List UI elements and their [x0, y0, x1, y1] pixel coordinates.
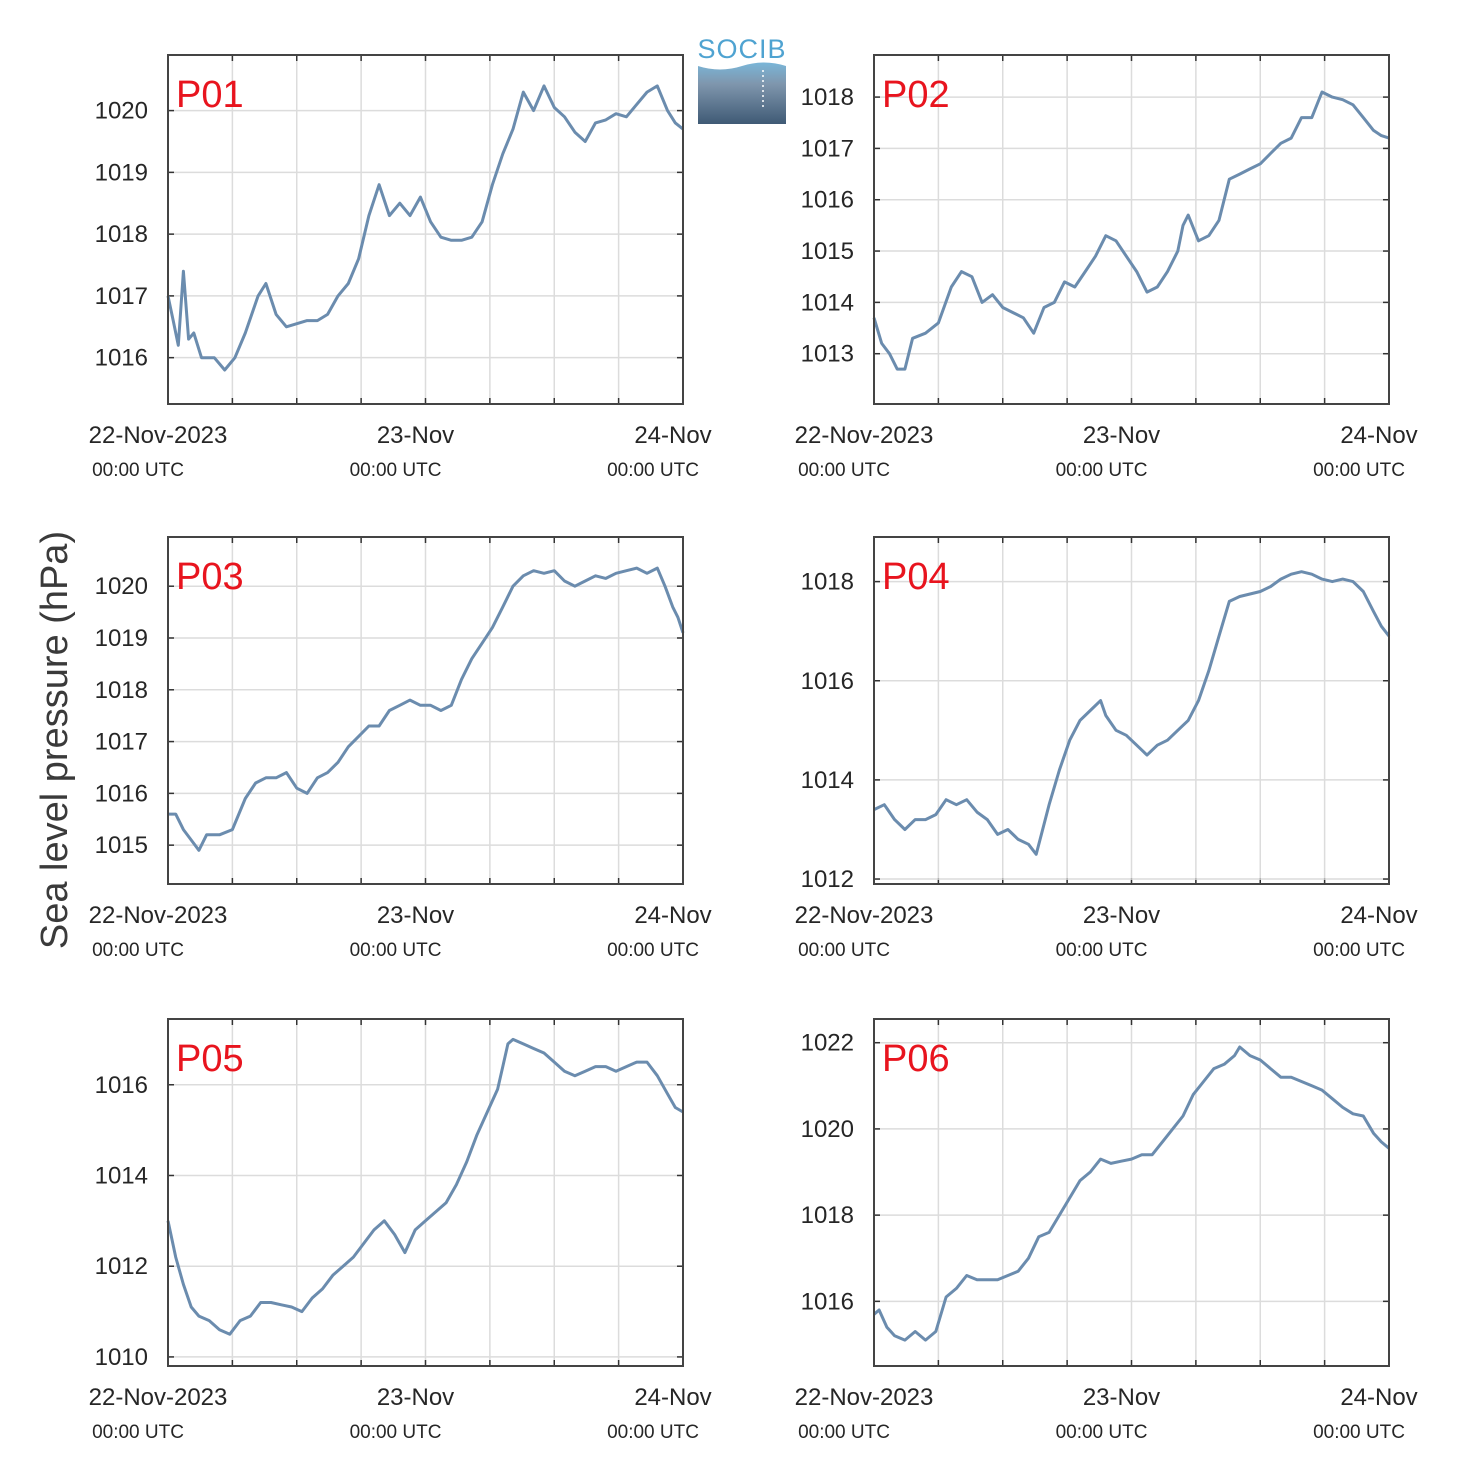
y-tick-label: 1014 [95, 1162, 148, 1189]
x-tick-sublabel: 00:00 UTC [1313, 1422, 1405, 1443]
x-tick-label: 22-Nov-2023 [795, 902, 934, 929]
panel-p03: 1015 1016 1017 1018 1019 1020 P03 22-Nov-2023 00… [89, 536, 712, 961]
y-tick-label: 1014 [801, 289, 854, 316]
plot-frame [873, 536, 1390, 885]
y-tick-label: 1022 [801, 1030, 854, 1057]
series-line [873, 570, 1391, 856]
socib-logo: SOCIB [697, 34, 786, 124]
panel-label: P05 [176, 1038, 244, 1080]
panels: 1016 1017 1018 1019 1020 P01 22-Nov-2023 00:00 … [89, 54, 1418, 1443]
x-tick-label: 22-Nov-2023 [89, 1384, 228, 1411]
panel-label: P02 [882, 74, 950, 116]
x-tick-sublabel: 00:00 UTC [607, 460, 699, 481]
plot-frame [167, 1018, 684, 1367]
y-tick-label: 1017 [95, 283, 148, 310]
y-tick-label: 1020 [95, 98, 148, 125]
panel-label: P03 [176, 556, 244, 598]
x-tick-sublabel: 00:00 UTC [798, 460, 890, 481]
x-tick-label: 23-Nov [377, 422, 454, 449]
y-tick-label: 1013 [801, 341, 854, 368]
y-tick-label: 1016 [801, 1288, 854, 1315]
x-tick-sublabel: 00:00 UTC [350, 940, 442, 961]
panel-label: P06 [882, 1038, 950, 1080]
y-tick-label: 1016 [801, 187, 854, 214]
panel-p06: 1016 1018 1020 1022 P06 22-Nov-2023 00:00 UTC 2… [795, 1018, 1418, 1443]
y-tick-label: 1012 [95, 1253, 148, 1280]
x-tick-label: 23-Nov [1083, 902, 1160, 929]
x-tick-sublabel: 00:00 UTC [1313, 460, 1405, 481]
y-axis-label: Sea level pressure (hPa) [34, 531, 76, 949]
y-tick-label: 1020 [801, 1116, 854, 1143]
x-tick-label: 23-Nov [1083, 422, 1160, 449]
x-tick-sublabel: 00:00 UTC [607, 1422, 699, 1443]
y-tick-label: 1017 [801, 135, 854, 162]
x-tick-label: 22-Nov-2023 [795, 1384, 934, 1411]
y-tick-label: 1014 [801, 767, 854, 794]
plot-frame [873, 1018, 1390, 1367]
series-line [168, 566, 685, 852]
x-tick-sublabel: 00:00 UTC [1056, 940, 1148, 961]
y-tick-label: 1010 [95, 1344, 148, 1371]
x-tick-label: 24-Nov [1340, 902, 1417, 929]
x-tick-sublabel: 00:00 UTC [1313, 940, 1405, 961]
series-line [873, 1045, 1390, 1342]
x-tick-label: 23-Nov [377, 902, 454, 929]
y-tick-label: 1018 [95, 677, 148, 704]
x-tick-sublabel: 00:00 UTC [92, 460, 184, 481]
panel-p04: 1012 1014 1016 1018 P04 22-Nov-2023 00:00 UTC 2… [795, 536, 1418, 961]
series-line [166, 84, 684, 372]
x-tick-sublabel: 00:00 UTC [607, 940, 699, 961]
x-tick-label: 24-Nov [634, 1384, 711, 1411]
panel-p05: 1010 1012 1014 1016 P05 22-Nov-2023 00:00 UTC 2… [89, 1018, 712, 1443]
y-tick-label: 1016 [95, 780, 148, 807]
x-tick-sublabel: 00:00 UTC [798, 940, 890, 961]
x-tick-label: 24-Nov [1340, 422, 1417, 449]
x-tick-label: 24-Nov [634, 902, 711, 929]
panel-label: P01 [176, 74, 244, 116]
y-tick-label: 1018 [95, 221, 148, 248]
x-tick-sublabel: 00:00 UTC [1056, 460, 1148, 481]
y-tick-label: 1015 [95, 832, 148, 859]
plot-frame [873, 54, 1390, 405]
x-tick-label: 23-Nov [1083, 1384, 1160, 1411]
y-tick-label: 1019 [95, 625, 148, 652]
y-tick-label: 1018 [801, 1202, 854, 1229]
y-tick-label: 1016 [95, 1072, 148, 1099]
plot-frame [167, 536, 684, 885]
y-tick-label: 1017 [95, 729, 148, 756]
panel-p01: 1016 1017 1018 1019 1020 P01 22-Nov-2023 00:00 … [89, 54, 712, 481]
series-line [872, 90, 1390, 371]
x-tick-sublabel: 00:00 UTC [350, 460, 442, 481]
x-tick-label: 22-Nov-2023 [89, 422, 228, 449]
x-tick-sublabel: 00:00 UTC [92, 940, 184, 961]
logo-wave-block [698, 62, 786, 124]
y-tick-label: 1020 [95, 573, 148, 600]
y-tick-label: 1012 [801, 866, 854, 893]
panel-p02: 1013 1014 1015 1016 1017 1018 P02 22-Nov-2023 00… [795, 54, 1418, 481]
x-tick-sublabel: 00:00 UTC [798, 1422, 890, 1443]
plot-frame [167, 54, 684, 405]
x-tick-label: 23-Nov [377, 1384, 454, 1411]
x-tick-label: 24-Nov [1340, 1384, 1417, 1411]
x-tick-label: 24-Nov [634, 422, 711, 449]
x-tick-label: 22-Nov-2023 [795, 422, 934, 449]
y-tick-label: 1016 [95, 345, 148, 372]
y-tick-label: 1015 [801, 238, 854, 265]
y-tick-label: 1018 [801, 569, 854, 596]
x-tick-label: 22-Nov-2023 [89, 902, 228, 929]
logo-text: SOCIB [697, 34, 786, 64]
series-line [166, 1037, 684, 1336]
y-tick-label: 1016 [801, 668, 854, 695]
x-tick-sublabel: 00:00 UTC [350, 1422, 442, 1443]
y-tick-label: 1018 [801, 84, 854, 111]
x-tick-sublabel: 00:00 UTC [92, 1422, 184, 1443]
y-tick-label: 1019 [95, 159, 148, 186]
panel-label: P04 [882, 556, 950, 598]
x-tick-sublabel: 00:00 UTC [1056, 1422, 1148, 1443]
